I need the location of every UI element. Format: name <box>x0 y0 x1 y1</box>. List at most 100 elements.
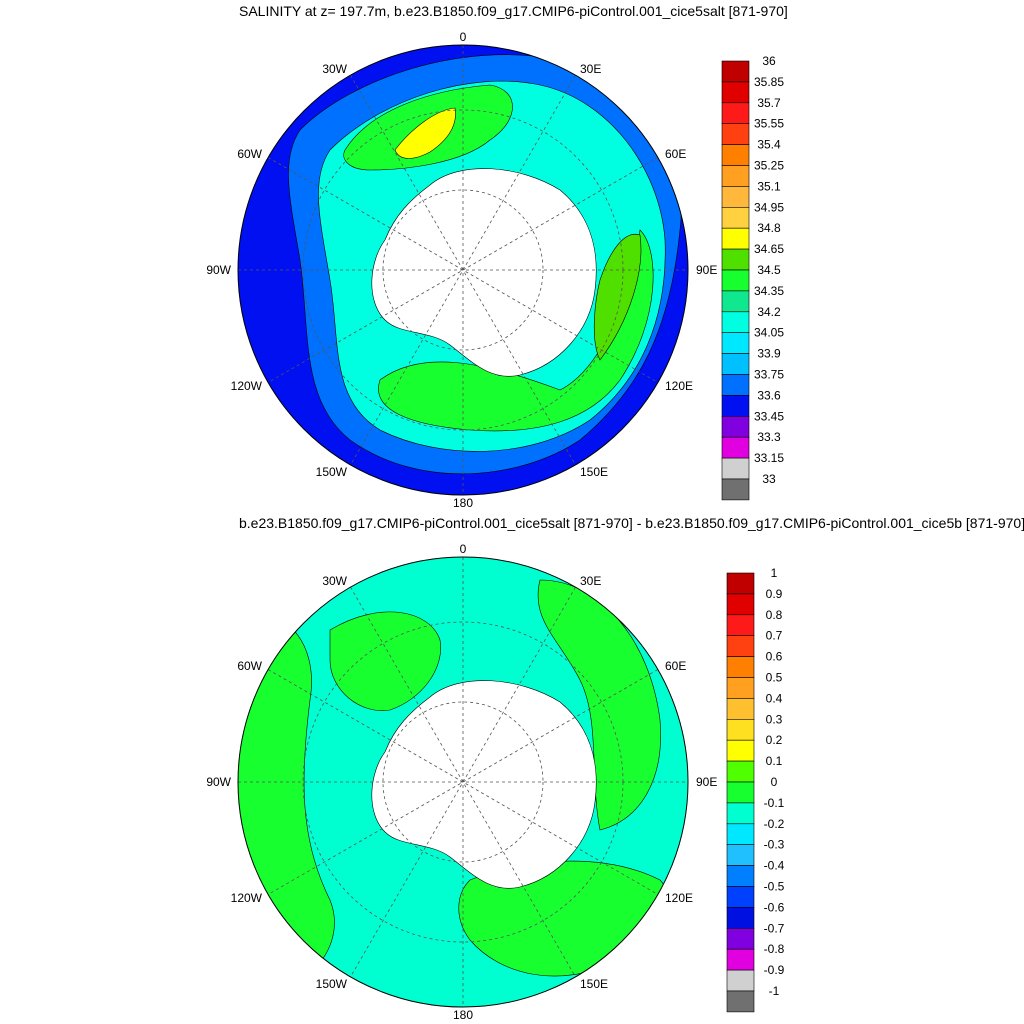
top-colorbar-swatch <box>721 415 750 438</box>
top-colorbar-label: 33 <box>762 472 776 486</box>
top-colorbar-swatch <box>721 102 750 125</box>
top-lon-label: 0 <box>460 30 467 44</box>
top-colorbar-label: 33.75 <box>754 368 784 382</box>
top-colorbar: 36 35.85 35.7 35.55 35.4 35.25 35.1 34.95 34.8 34… <box>721 54 784 501</box>
bottom-colorbar-swatch <box>726 572 755 595</box>
top-colorbar-swatch <box>721 227 750 250</box>
bottom-colorbar-swatch <box>726 718 755 741</box>
bottom-colorbar-swatch <box>726 990 755 1013</box>
bottom-lon-label: 150W <box>316 977 348 991</box>
bottom-colorbar-label: -0.4 <box>764 859 785 873</box>
bottom-map-border <box>237 556 689 1008</box>
top-colorbar-swatch <box>721 457 750 480</box>
top-colorbar-swatch <box>721 123 750 145</box>
top-colorbar-label: 35.7 <box>757 96 781 110</box>
top-colorbar-label: 35.1 <box>757 179 781 193</box>
bottom-lon-label: 60W <box>237 659 262 673</box>
bottom-colorbar-label: 0.9 <box>766 587 783 601</box>
bottom-lon-label: 90E <box>696 775 717 789</box>
top-colorbar-label: 34.95 <box>754 200 784 214</box>
top-colorbar-label: 34.35 <box>754 284 784 298</box>
top-colorbar-label: 36 <box>762 54 776 68</box>
top-contour-34.95 <box>394 107 456 159</box>
bottom-colorbar-label: 0.1 <box>766 754 783 768</box>
top-colorbar-swatch <box>721 311 750 333</box>
top-colorbar-swatch <box>721 207 750 229</box>
bottom-contour-0-north <box>329 611 441 711</box>
bottom-colorbar-label: -0.5 <box>764 880 785 894</box>
top-colorbar-label: 35.55 <box>754 117 784 131</box>
bottom-lon-label: 180 <box>453 1008 473 1022</box>
bottom-colorbar-swatch <box>726 781 755 804</box>
bottom-panel-title: b.e23.B1850.f09_g17.CMIP6-piControl.001_… <box>239 515 1024 531</box>
bottom-colorbar-swatch <box>726 698 755 720</box>
bottom-colorbar-label: -0.7 <box>764 921 785 935</box>
bottom-longitude-labels: 0 30E 60E 90E 120E 150E 180 150W 120W 90… <box>206 542 717 1022</box>
top-map-border <box>237 44 689 496</box>
bottom-colorbar-label: 1 <box>771 566 778 580</box>
top-colorbar-swatch <box>721 248 750 271</box>
top-colorbar-swatch <box>721 81 750 104</box>
top-colorbar-swatch <box>721 395 750 417</box>
bottom-colorbar-label: 0 <box>771 775 778 789</box>
bottom-colorbar-swatch <box>726 635 755 657</box>
top-colorbar-label: 34.2 <box>757 305 781 319</box>
bottom-colorbar-swatch <box>726 865 755 887</box>
bottom-colorbar-label: -0.3 <box>764 838 785 852</box>
bottom-colorbar-label: 0.2 <box>766 733 783 747</box>
top-salinity-map <box>238 45 688 495</box>
bottom-colorbar-swatch <box>726 948 755 971</box>
bottom-contour-0-east <box>537 579 661 831</box>
bottom-colorbar-label: 0.3 <box>766 712 783 726</box>
bottom-colorbar-swatch <box>726 886 755 908</box>
bottom-lon-label: 30W <box>322 574 347 588</box>
bottom-colorbar-swatch <box>726 907 755 929</box>
top-colorbar-label: 33.9 <box>757 347 781 361</box>
bottom-colorbar-label: 0.5 <box>766 671 783 685</box>
bottom-lon-label: 60E <box>665 659 686 673</box>
top-longitude-labels: 0 30E 60E 90E 120E 150E 180 150W 120W 90… <box>206 30 717 510</box>
bottom-lon-label: 120E <box>665 891 693 905</box>
bottom-colorbar-swatch <box>726 969 755 992</box>
top-colorbar-swatch <box>721 290 750 313</box>
bottom-latitude-line-inner <box>382 701 544 863</box>
top-panel-title: SALINITY at z= 197.7m, b.e23.B1850.f09_g… <box>239 3 788 19</box>
bottom-lon-label: 30E <box>580 574 601 588</box>
bottom-difference-map <box>238 557 688 1007</box>
bottom-colorbar-label: -0.9 <box>764 963 785 977</box>
top-lon-label: 30E <box>580 62 601 76</box>
top-lon-label: 120W <box>231 379 263 393</box>
top-lon-label: 30W <box>322 62 347 76</box>
bottom-colorbar-label: 0.8 <box>766 608 783 622</box>
top-lon-label: 60W <box>237 147 262 161</box>
top-colorbar-swatch <box>721 332 750 354</box>
top-colorbar-swatch <box>721 436 750 459</box>
bottom-colorbar-swatch <box>726 760 755 783</box>
top-colorbar-label: 34.65 <box>754 242 784 256</box>
top-colorbar-swatch <box>721 269 750 292</box>
bottom-antarctica-landmass <box>371 680 597 889</box>
bottom-colorbar-swatch <box>726 927 755 950</box>
bottom-lon-label: 150E <box>580 977 608 991</box>
bottom-colorbar-swatch <box>726 823 755 845</box>
bottom-lon-label: 90W <box>206 775 231 789</box>
bottom-colorbar-label: -0.1 <box>764 796 785 810</box>
top-colorbar-label: 35.85 <box>754 75 784 89</box>
top-colorbar-label: 34.05 <box>754 326 784 340</box>
top-lon-label: 90W <box>206 263 231 277</box>
top-colorbar-label: 33.15 <box>754 451 784 465</box>
top-colorbar-swatch <box>721 60 750 83</box>
top-colorbar-label: 35.4 <box>757 138 781 152</box>
bottom-colorbar-swatch <box>726 677 755 699</box>
top-latitude-line-inner <box>382 189 544 351</box>
bottom-lon-label: 0 <box>460 542 467 556</box>
top-colorbar-swatch <box>721 353 750 375</box>
top-lon-label: 120E <box>665 379 693 393</box>
top-colorbar-label: 33.45 <box>754 409 784 423</box>
top-lon-label: 180 <box>453 496 473 510</box>
bottom-colorbar-label: -0.8 <box>764 942 785 956</box>
bottom-colorbar-swatch <box>726 844 755 866</box>
top-colorbar-label: 35.25 <box>754 159 784 173</box>
bottom-colorbar-swatch <box>726 614 755 636</box>
top-colorbar-swatch <box>721 186 750 208</box>
